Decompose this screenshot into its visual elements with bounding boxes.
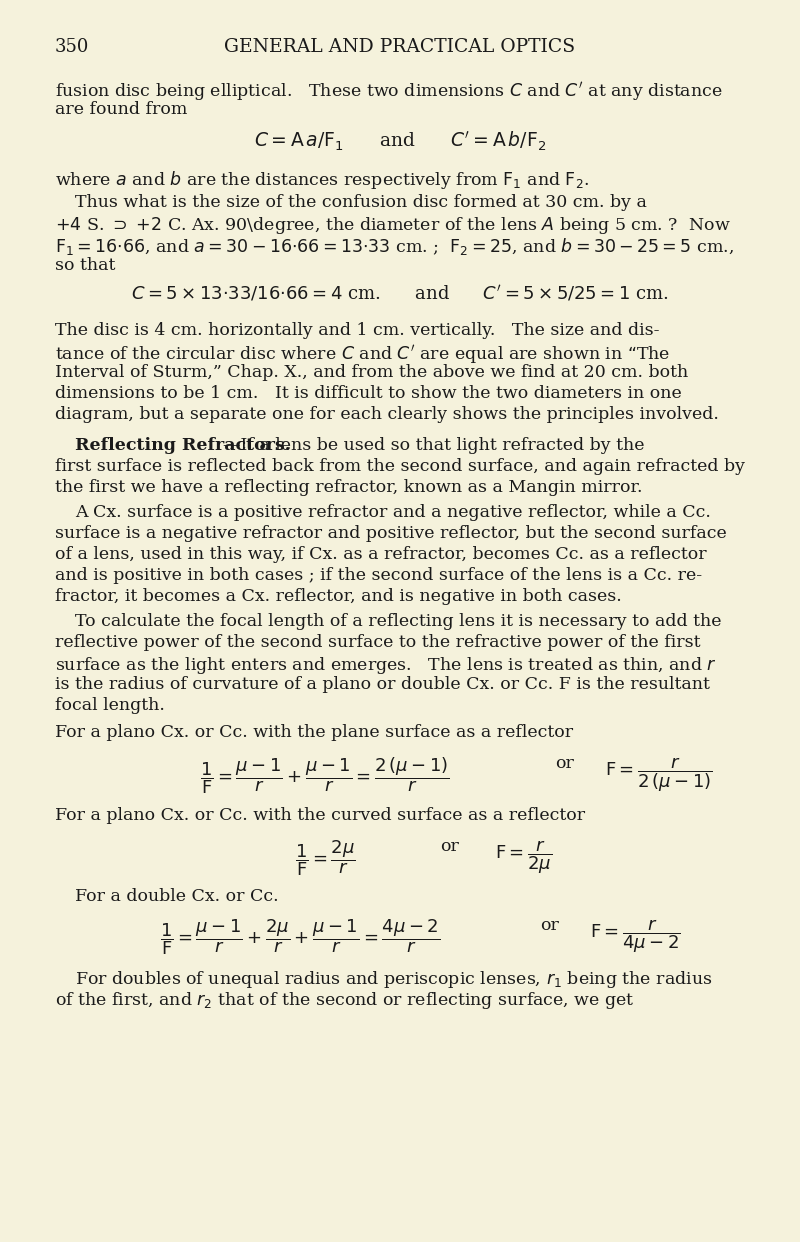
Text: are found from: are found from [55, 101, 187, 118]
Text: diagram, but a separate one for each clearly shows the principles involved.: diagram, but a separate one for each cle… [55, 406, 719, 424]
Text: first surface is reflected back from the second surface, and again refracted by: first surface is reflected back from the… [55, 458, 745, 474]
Text: $C = \mathrm{A}\,a/\mathrm{F}_1$      and      $C' = \mathrm{A}\,b/\mathrm{F}_2$: $C = \mathrm{A}\,a/\mathrm{F}_1$ and $C'… [254, 130, 546, 153]
Text: $\mathrm{F}_1 = 16{\cdot}66$, and $a = 30 - 16{\cdot}66 = 13{\cdot}33$ cm. ;  $\: $\mathrm{F}_1 = 16{\cdot}66$, and $a = 3… [55, 236, 734, 257]
Text: For a double Cx. or Cc.: For a double Cx. or Cc. [75, 888, 278, 905]
Text: $\mathrm{F} = \dfrac{r}{2\,(\mu-1)}$: $\mathrm{F} = \dfrac{r}{2\,(\mu-1)}$ [605, 755, 713, 794]
Text: GENERAL AND PRACTICAL OPTICS: GENERAL AND PRACTICAL OPTICS [225, 39, 575, 56]
Text: fusion disc being elliptical.   These two dimensions $C$ and $C'$ at any distanc: fusion disc being elliptical. These two … [55, 79, 722, 103]
Text: $\dfrac{1}{\mathrm{F}} = \dfrac{2\mu}{r}$: $\dfrac{1}{\mathrm{F}} = \dfrac{2\mu}{r}… [295, 838, 356, 878]
Text: the first we have a reflecting refractor, known as a Mangin mirror.: the first we have a reflecting refractor… [55, 479, 642, 496]
Text: Interval of Sturm,” Chap. X., and from the above we find at 20 cm. both: Interval of Sturm,” Chap. X., and from t… [55, 364, 688, 381]
Text: For a plano Cx. or Cc. with the curved surface as a reflector: For a plano Cx. or Cc. with the curved s… [55, 807, 585, 823]
Text: of the first, and $r_2$ that of the second or reflecting surface, we get: of the first, and $r_2$ that of the seco… [55, 990, 634, 1011]
Text: Reflecting Refractors.: Reflecting Refractors. [75, 437, 290, 455]
Text: $\dfrac{1}{\mathrm{F}} = \dfrac{\mu-1}{r} + \dfrac{2\mu}{r} + \dfrac{\mu-1}{r} =: $\dfrac{1}{\mathrm{F}} = \dfrac{\mu-1}{r… [160, 917, 440, 956]
Text: where $a$ and $b$ are the distances respectively from $\mathrm{F}_1$ and $\mathr: where $a$ and $b$ are the distances resp… [55, 169, 589, 191]
Text: —If a lens be used so that light refracted by the: —If a lens be used so that light refract… [223, 437, 645, 455]
Text: so that: so that [55, 257, 115, 274]
Text: fractor, it becomes a Cx. reflector, and is negative in both cases.: fractor, it becomes a Cx. reflector, and… [55, 587, 622, 605]
Text: focal length.: focal length. [55, 697, 165, 714]
Text: reflective power of the second surface to the refractive power of the first: reflective power of the second surface t… [55, 633, 701, 651]
Text: $\mathrm{F} = \dfrac{r}{4\mu-2}$: $\mathrm{F} = \dfrac{r}{4\mu-2}$ [590, 917, 681, 955]
Text: surface as the light enters and emerges.   The lens is treated as thin, and $r$: surface as the light enters and emerges.… [55, 655, 717, 676]
Text: $\mathrm{F} = \dfrac{r}{2\mu}$: $\mathrm{F} = \dfrac{r}{2\mu}$ [495, 838, 552, 876]
Text: For a plano Cx. or Cc. with the plane surface as a reflector: For a plano Cx. or Cc. with the plane su… [55, 724, 573, 741]
Text: To calculate the focal length of a reflecting lens it is necessary to add the: To calculate the focal length of a refle… [75, 614, 722, 630]
Text: 350: 350 [55, 39, 90, 56]
Text: or: or [555, 755, 574, 773]
Text: Thus what is the size of the confusion disc formed at 30 cm. by a: Thus what is the size of the confusion d… [75, 194, 647, 211]
Text: For doubles of unequal radius and periscopic lenses, $r_1$ being the radius: For doubles of unequal radius and perisc… [75, 969, 712, 990]
Text: A Cx. surface is a positive refractor and a negative reflector, while a Cc.: A Cx. surface is a positive refractor an… [75, 504, 711, 520]
Text: or: or [540, 917, 559, 934]
Text: surface is a negative refractor and positive reflector, but the second surface: surface is a negative refractor and posi… [55, 525, 726, 542]
Text: or: or [440, 838, 459, 854]
Text: $\dfrac{1}{\mathrm{F}} = \dfrac{\mu-1}{r} + \dfrac{\mu-1}{r} = \dfrac{2\,(\mu-1): $\dfrac{1}{\mathrm{F}} = \dfrac{\mu-1}{r… [200, 755, 450, 796]
Text: dimensions to be 1 cm.   It is difficult to show the two diameters in one: dimensions to be 1 cm. It is difficult t… [55, 385, 682, 402]
Text: $C = 5 \times 13{\cdot}33/16{\cdot}66 = 4$ cm.      and      $C' = 5 \times 5/25: $C = 5 \times 13{\cdot}33/16{\cdot}66 = … [131, 283, 669, 303]
Text: is the radius of curvature of a plano or double Cx. or Cc. F is the resultant: is the radius of curvature of a plano or… [55, 676, 710, 693]
Text: of a lens, used in this way, if Cx. as a refractor, becomes Cc. as a reflector: of a lens, used in this way, if Cx. as a… [55, 546, 706, 563]
Text: tance of the circular disc where $C$ and $C'$ are equal are shown in “The: tance of the circular disc where $C$ and… [55, 343, 670, 366]
Text: $+4$ S. $\supset$ $+2$ C. Ax. 90\degree, the diameter of the lens $A$ being 5 cm: $+4$ S. $\supset$ $+2$ C. Ax. 90\degree,… [55, 215, 730, 236]
Text: and is positive in both cases ; if the second surface of the lens is a Cc. re-: and is positive in both cases ; if the s… [55, 568, 702, 584]
Text: The disc is 4 cm. horizontally and 1 cm. vertically.   The size and dis-: The disc is 4 cm. horizontally and 1 cm.… [55, 322, 659, 339]
